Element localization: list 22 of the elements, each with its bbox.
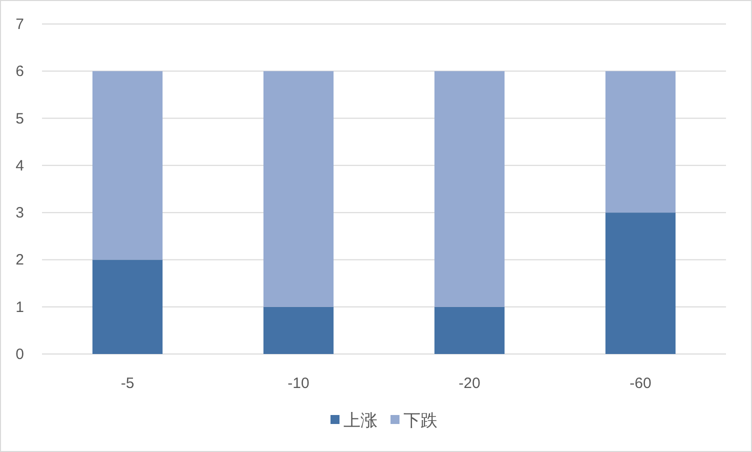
- bar: [605, 71, 676, 213]
- legend-label: 下跌: [404, 411, 438, 430]
- x-tick-label: -5: [120, 375, 134, 392]
- y-tick-label: 7: [16, 16, 24, 33]
- x-tick-label: -60: [630, 375, 652, 392]
- bar: [92, 260, 163, 354]
- y-tick-label: 4: [16, 157, 24, 174]
- y-tick-label: 2: [16, 252, 24, 269]
- bar: [434, 306, 505, 354]
- y-tick-label: 3: [16, 204, 24, 222]
- y-tick-label: 1: [16, 298, 24, 316]
- bar: [263, 71, 334, 307]
- legend-label: 上涨: [344, 411, 378, 430]
- bar: [434, 71, 505, 307]
- x-tick-label: -20: [458, 375, 480, 392]
- bar: [605, 212, 676, 354]
- y-tick-label: 6: [16, 63, 24, 80]
- y-tick-label: 5: [16, 110, 24, 128]
- x-tick-label: -10: [288, 375, 310, 392]
- bar: [263, 306, 334, 354]
- bar: [92, 71, 163, 260]
- y-tick-label: 0: [16, 346, 24, 363]
